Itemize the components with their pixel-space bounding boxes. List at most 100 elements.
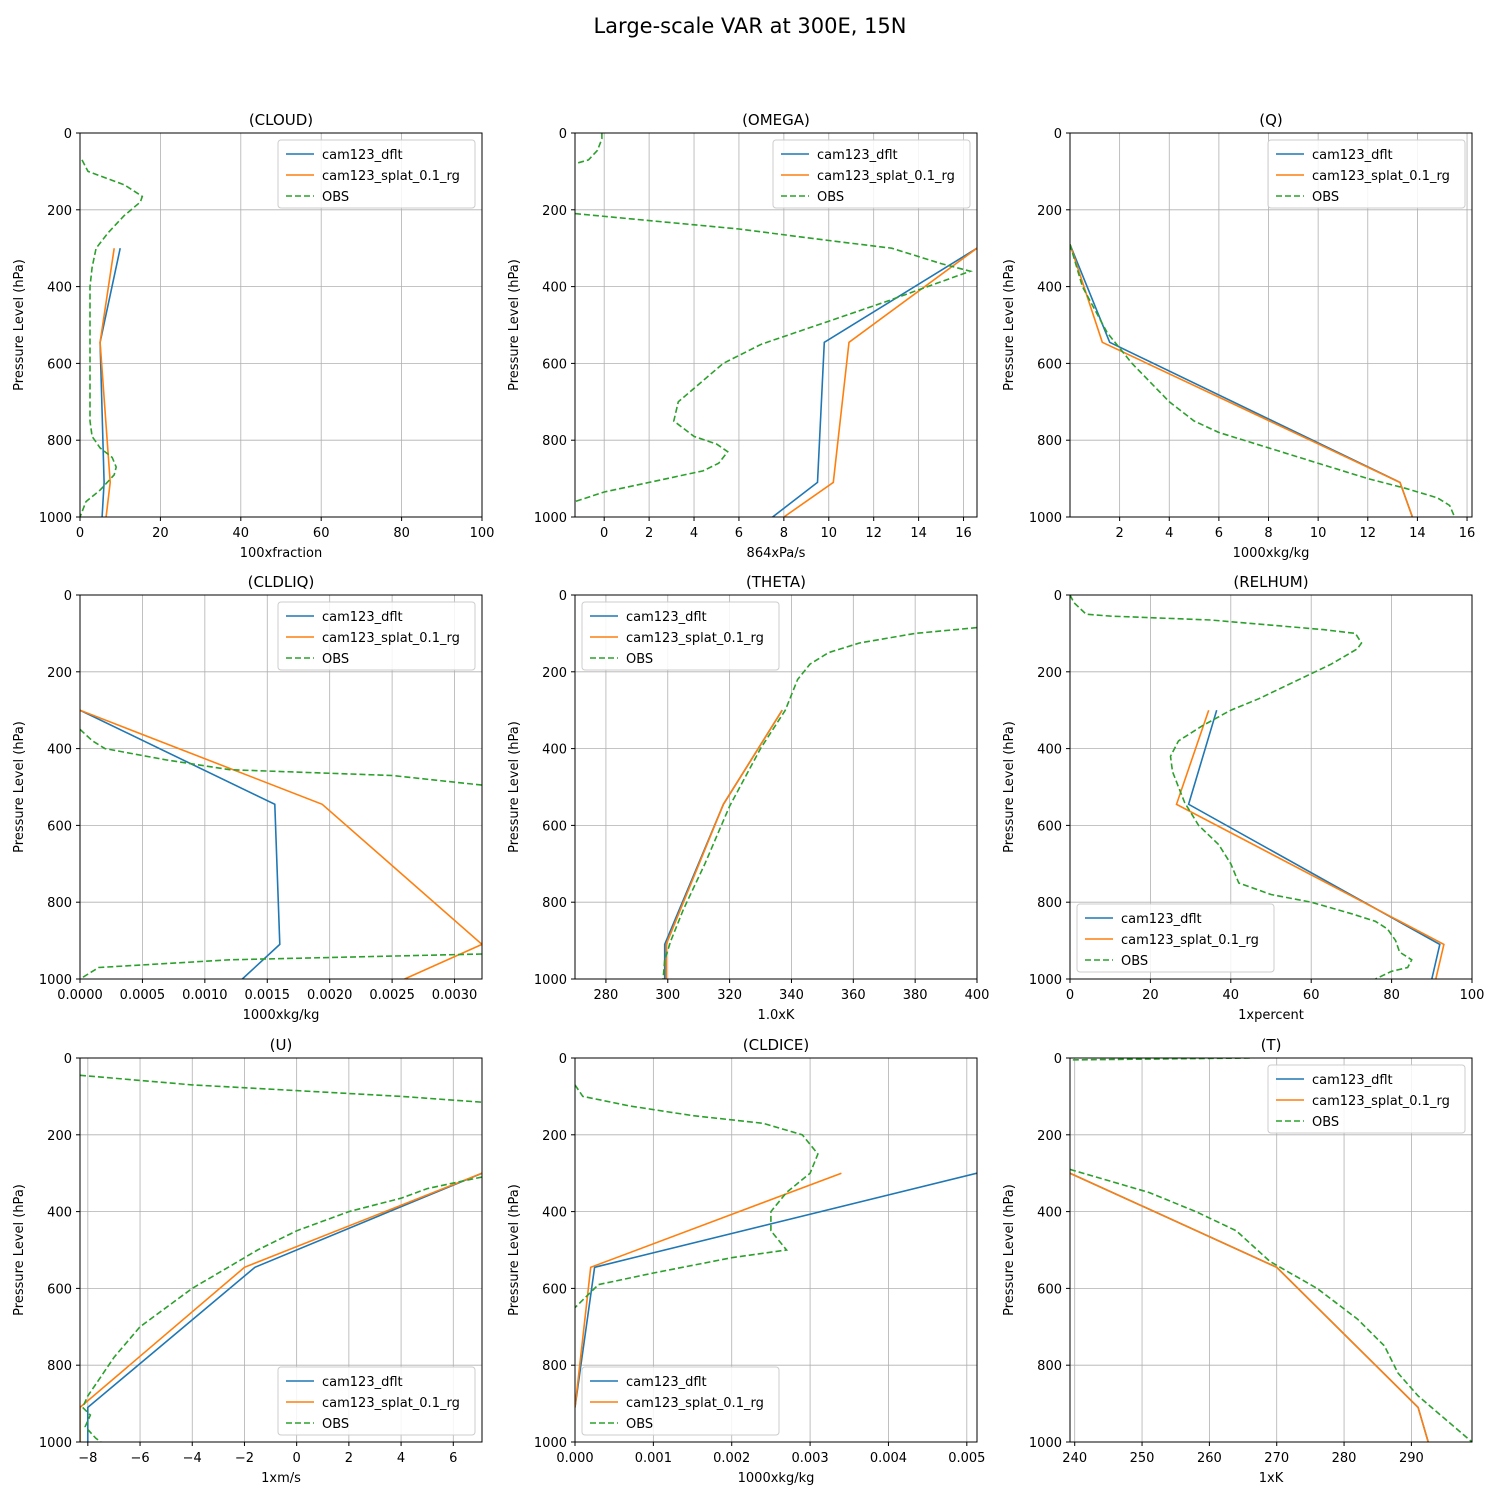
y-tick-label: 600: [542, 357, 567, 372]
x-tick-label: 10: [1310, 526, 1327, 541]
y-tick-label: 400: [542, 281, 567, 296]
x-tick-label: 0.005: [948, 1451, 985, 1466]
y-tick-label: 600: [1037, 819, 1062, 834]
series-line-splat: [665, 709, 783, 979]
legend-label: cam123_dflt: [626, 610, 707, 625]
x-tick-label: 0: [293, 1451, 301, 1466]
legend-label: OBS: [1312, 1115, 1339, 1130]
legend-label: cam123_splat_0.1_rg: [1312, 1094, 1450, 1109]
x-tick-label: 60: [313, 526, 330, 541]
legend-box: [277, 601, 476, 671]
x-tick-label: 100: [470, 526, 495, 541]
x-tick-label: 80: [1383, 988, 1400, 1003]
x-tick-label: 380: [903, 988, 928, 1003]
x-tick-label: 250: [1130, 1451, 1155, 1466]
y-tick-label: 800: [47, 896, 72, 911]
axes-frame: [79, 594, 483, 980]
x-tick-label: 0.0010: [182, 988, 228, 1003]
x-tick-label: 0.0030: [432, 988, 478, 1003]
series-line-dflt: [772, 247, 977, 517]
x-tick-label: 6: [735, 526, 743, 541]
x-tick-label: 0.0000: [57, 988, 103, 1003]
y-tick-label: 1000: [534, 973, 567, 988]
x-axis-label: 864xPa/s: [747, 546, 806, 561]
legend-label: OBS: [322, 1417, 349, 1432]
x-tick-label: 4: [1165, 526, 1173, 541]
y-tick-label: 200: [1037, 204, 1062, 219]
x-tick-label: 2: [645, 526, 653, 541]
y-tick-label: 0: [1054, 1052, 1062, 1067]
x-tick-label: 0.0015: [245, 988, 291, 1003]
y-tick-label: 1000: [1029, 973, 1062, 988]
legend-label: cam123_splat_0.1_rg: [1312, 169, 1450, 184]
x-axis-label: 1000xkg/kg: [243, 1008, 320, 1023]
series-line-dflt: [1187, 709, 1441, 979]
legend-label: cam123_splat_0.1_rg: [322, 169, 460, 184]
y-tick-label: 200: [542, 1129, 567, 1144]
legend-label: cam123_dflt: [322, 1375, 403, 1390]
y-tick-label: 800: [542, 1359, 567, 1374]
y-tick-label: 200: [1037, 1129, 1062, 1144]
axes-frame: [574, 1057, 978, 1443]
legend-box: [277, 1366, 476, 1436]
x-tick-label: 0.0025: [369, 988, 415, 1003]
panel-title: (OMEGA): [742, 111, 810, 129]
x-tick-label: −8: [78, 1451, 97, 1466]
y-tick-label: 200: [542, 666, 567, 681]
legend: cam123_dflt cam123_splat_0.1_rg OBS: [1267, 1064, 1466, 1134]
x-tick-label: 2: [345, 1451, 353, 1466]
y-tick-label: 1000: [534, 1436, 567, 1451]
y-tick-label: 600: [47, 357, 72, 372]
x-axis-label: 1xpercent: [1238, 1008, 1304, 1023]
x-tick-label: 0.002: [713, 1451, 750, 1466]
x-tick-label: 100: [1460, 988, 1485, 1003]
series-line-obs: [575, 1084, 819, 1309]
y-tick-label: 600: [1037, 1282, 1062, 1297]
x-tick-label: 0.003: [791, 1451, 828, 1466]
x-tick-label: 0.0005: [120, 988, 166, 1003]
y-tick-label: 800: [542, 896, 567, 911]
series-line-dflt: [87, 1172, 482, 1442]
x-axis-label: 1xm/s: [261, 1471, 301, 1486]
x-tick-label: 14: [1409, 526, 1426, 541]
y-tick-label: 400: [542, 743, 567, 758]
panel-2: 2 4 6 8 10 12 14 16 0 200 400 600 800 1000 (Q) 1000xkg/…: [1002, 111, 1475, 561]
x-axis-label: 100xfraction: [240, 546, 322, 561]
legend-label: cam123_dflt: [1312, 148, 1393, 163]
y-tick-label: 400: [1037, 281, 1062, 296]
series-line-splat: [99, 248, 115, 517]
series-line-obs: [662, 626, 977, 979]
legend-box: [581, 1366, 780, 1436]
y-tick-label: 600: [47, 1282, 72, 1297]
x-tick-label: −2: [235, 1451, 254, 1466]
y-axis-label: Pressure Level (hPa): [12, 259, 27, 391]
y-tick-label: 400: [1037, 1206, 1062, 1221]
y-tick-label: 0: [1054, 589, 1062, 604]
legend: cam123_dflt cam123_splat_0.1_rg OBS: [581, 1366, 780, 1436]
y-tick-label: 800: [1037, 896, 1062, 911]
y-tick-label: 200: [47, 666, 72, 681]
y-tick-label: 600: [542, 819, 567, 834]
x-tick-label: 0: [1066, 988, 1074, 1003]
y-tick-label: 0: [559, 1052, 567, 1067]
panel-4: 280 300 320 340 360 380 400 0 200 400 600 800 1000 (T…: [507, 573, 989, 1023]
x-tick-label: 280: [1332, 1451, 1357, 1466]
x-tick-label: 6: [449, 1451, 457, 1466]
x-axis-label: 1xK: [1259, 1471, 1284, 1486]
y-tick-label: 600: [47, 819, 72, 834]
axes-frame: [574, 132, 978, 518]
legend-label: OBS: [817, 190, 844, 205]
panel-title: (RELHUM): [1233, 573, 1308, 591]
series-line-obs: [575, 133, 974, 503]
axes-frame: [79, 1057, 483, 1443]
series-line-obs: [80, 728, 482, 979]
panel-title: (U): [270, 1036, 293, 1054]
y-tick-label: 600: [1037, 357, 1062, 372]
series-line-obs: [1070, 595, 1413, 979]
series-line-obs: [80, 159, 144, 517]
series-line-splat: [1070, 244, 1414, 517]
x-tick-label: 400: [965, 988, 990, 1003]
x-tick-label: 40: [1223, 988, 1240, 1003]
legend-label: cam123_splat_0.1_rg: [1121, 933, 1259, 948]
